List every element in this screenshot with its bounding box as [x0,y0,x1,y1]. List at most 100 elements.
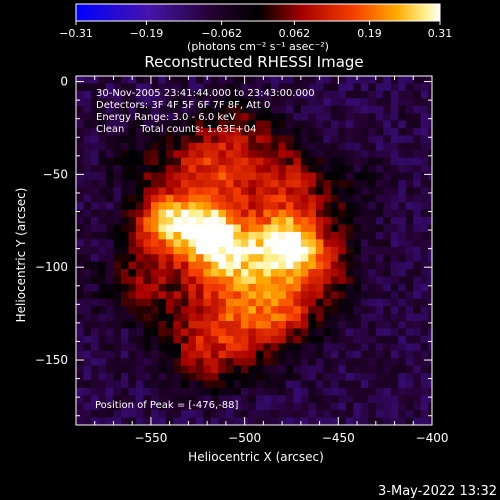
heatmap-pixel [293,335,302,344]
heatmap-pixel [353,98,362,107]
heatmap-pixel [83,283,92,292]
heatmap-pixel [225,76,234,85]
heatmap-pixel [345,321,354,330]
heatmap-pixel [338,239,347,248]
heatmap-pixel [248,380,257,389]
heatmap-pixel [270,179,279,188]
heatmap-pixel [233,165,242,174]
heatmap-pixel [150,76,160,85]
heatmap-pixel [398,113,407,122]
heatmap-pixel [180,217,190,226]
heatmap-pixel [413,321,422,330]
heatmap-pixel [278,321,287,330]
heatmap-pixel [353,187,362,196]
heatmap-pixel [353,105,362,114]
heatmap-pixel [330,335,339,344]
heatmap-pixel [143,76,152,85]
heatmap-pixel [158,321,167,330]
heatmap-pixel [330,202,339,211]
heatmap-pixel [76,105,85,114]
heatmap-pixel [90,172,100,181]
heatmap-pixel [390,150,399,159]
heatmap-pixel [150,365,160,374]
heatmap-pixel [135,135,145,144]
heatmap-pixel [203,150,212,159]
heatmap-pixel [285,291,294,300]
heatmap-pixel [165,127,175,137]
heatmap-pixel [218,231,227,240]
heatmap-pixel [300,209,309,218]
annotation-peak-position: Position of Peak = [-476,-88] [95,400,239,411]
heatmap-pixel [120,328,130,337]
heatmap-pixel [218,90,227,99]
heatmap-pixel [263,113,272,122]
heatmap-pixel [225,291,234,300]
heatmap-pixel [98,202,107,211]
heatmap-pixel [330,113,339,122]
heatmap-pixel [105,105,115,114]
heatmap-pixel [383,417,392,425]
heatmap-pixel [113,358,122,367]
heatmap-pixel [428,343,432,352]
heatmap-pixel [225,335,234,344]
heatmap-pixel [128,231,137,240]
heatmap-pixel [375,142,384,151]
heatmap-pixel [308,165,317,174]
heatmap-pixel [330,254,339,263]
heatmap-pixel [180,298,190,307]
heatmap-pixel [195,313,205,322]
heatmap-pixel [76,380,85,389]
heatmap-pixel [248,120,257,129]
heatmap-pixel [120,135,130,144]
heatmap-pixel [165,194,175,203]
heatmap-pixel [225,127,234,137]
heatmap-pixel [375,157,384,166]
heatmap-pixel [195,187,205,196]
heatmap-pixel [353,291,362,300]
heatmap-pixel [128,276,137,285]
heatmap-pixel [308,120,317,129]
heatmap-pixel [128,380,137,389]
heatmap-pixel [233,113,242,122]
heatmap-pixel [233,306,242,315]
heatmap-pixel [300,380,309,389]
heatmap-pixel [353,127,362,137]
heatmap-pixel [323,380,332,389]
heatmap-pixel [203,358,212,367]
heatmap-pixel [165,135,175,144]
heatmap-pixel [120,187,130,196]
heatmap-pixel [218,179,227,188]
heatmap-pixel [398,231,407,240]
heatmap-pixel [248,254,257,263]
heatmap-pixel [368,365,377,374]
heatmap-pixel [255,90,264,99]
heatmap-pixel [188,217,197,226]
heatmap-pixel [210,172,219,181]
heatmap-pixel [278,343,287,352]
heatmap-pixel [360,150,369,159]
heatmap-pixel [398,380,407,389]
heatmap-pixel [383,83,392,92]
heatmap-pixel [345,417,354,425]
heatmap-pixel [308,157,317,166]
heatmap-pixel [323,224,332,233]
heatmap-pixel [158,283,167,292]
heatmap-pixel [180,90,190,99]
heatmap-pixel [255,335,264,344]
heatmap-pixel [338,358,347,367]
heatmap-pixel [278,335,287,344]
heatmap-pixel [240,127,249,137]
heatmap-pixel [105,113,115,122]
heatmap-pixel [293,417,302,425]
heatmap-pixel [233,276,242,285]
heatmap-pixel [368,90,377,99]
heatmap-pixel [345,395,354,404]
heatmap-pixel [113,231,122,240]
heatmap-pixel [105,246,115,255]
heatmap-pixel [263,217,272,226]
heatmap-pixel [203,306,212,315]
heatmap-pixel [233,328,242,337]
heatmap-pixel [210,350,219,359]
heatmap-pixel [315,358,324,367]
heatmap-pixel [173,239,182,248]
